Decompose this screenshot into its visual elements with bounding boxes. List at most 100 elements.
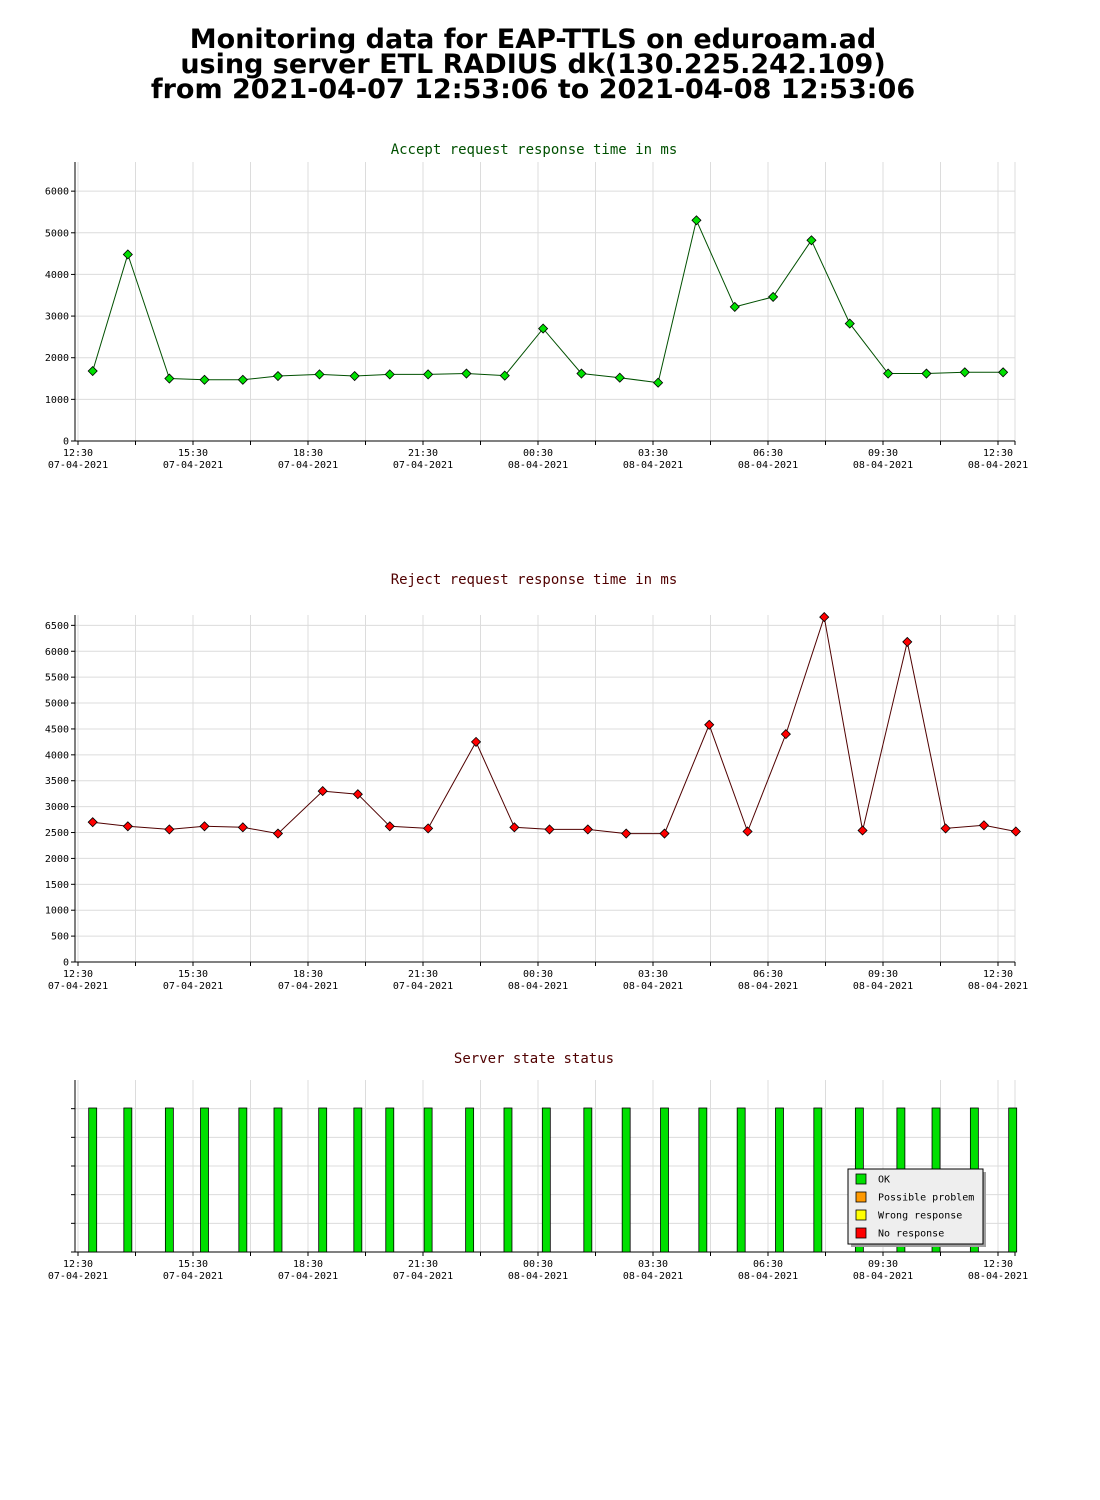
data-point (653, 377, 664, 388)
data-point (164, 824, 175, 835)
data-point (544, 824, 555, 835)
x-tick-date: 08-04-2021 (853, 981, 913, 992)
status-bar (238, 1107, 248, 1253)
status-bar (583, 1107, 593, 1253)
legend-label: Possible problem (878, 1193, 974, 1204)
status-bar (164, 1107, 174, 1253)
data-point (921, 368, 932, 379)
x-tick-date: 08-04-2021 (853, 1271, 913, 1282)
status-bar (353, 1107, 363, 1253)
x-tick-time: 09:30 (868, 969, 898, 980)
x-tick-time: 12:30 (983, 969, 1013, 980)
x-tick-date: 08-04-2021 (623, 460, 683, 471)
status-bar (88, 1107, 98, 1253)
y-tick-label: 2000 (45, 854, 69, 865)
data-point (509, 822, 520, 833)
data-point (199, 374, 210, 385)
legend-box (847, 1168, 984, 1245)
data-point (857, 825, 868, 836)
legend-label: OK (878, 1175, 890, 1186)
data-point (940, 823, 951, 834)
status-bar (465, 1107, 475, 1253)
status-bar (503, 1107, 513, 1253)
data-point (582, 824, 593, 835)
data-point (844, 318, 855, 329)
data-point (998, 367, 1009, 378)
status-bar (736, 1107, 746, 1253)
y-tick-label: 6000 (45, 187, 69, 198)
data-point (978, 820, 990, 831)
data-point (691, 215, 702, 226)
x-tick-time: 03:30 (638, 1259, 668, 1270)
x-tick-date: 07-04-2021 (163, 460, 223, 471)
x-tick-time: 09:30 (868, 1259, 898, 1270)
data-point (272, 370, 284, 382)
data-point (164, 373, 175, 384)
data-point (314, 369, 325, 380)
y-tick-label: 2500 (45, 828, 69, 839)
data-point (349, 370, 360, 382)
data-point (237, 822, 248, 833)
data-point (87, 365, 98, 377)
data-point (538, 323, 549, 334)
data-point (237, 374, 248, 385)
data-point (780, 729, 791, 740)
x-tick-time: 12:30 (63, 969, 93, 980)
data-point (742, 826, 753, 837)
status-bar (775, 1107, 784, 1253)
x-tick-time: 21:30 (408, 1259, 438, 1270)
x-tick-date: 08-04-2021 (508, 460, 568, 471)
chart-title: Reject request response time in ms (391, 572, 678, 588)
x-tick-time: 12:30 (63, 448, 93, 459)
x-tick-date: 07-04-2021 (278, 460, 338, 471)
x-tick-date: 08-04-2021 (738, 981, 798, 992)
status-bar (273, 1107, 283, 1253)
chart-title: Accept request response time in ms (391, 142, 678, 158)
data-point (122, 821, 133, 832)
x-tick-date: 07-04-2021 (278, 1271, 338, 1282)
x-tick-date: 08-04-2021 (623, 1271, 683, 1282)
x-tick-date: 07-04-2021 (48, 981, 108, 992)
data-point (883, 368, 894, 379)
x-tick-date: 07-04-2021 (393, 460, 453, 471)
x-tick-time: 15:30 (178, 969, 208, 980)
y-tick-label: 3500 (45, 776, 69, 787)
status-bar (318, 1107, 328, 1253)
data-point (499, 370, 510, 381)
y-tick-label: 3000 (45, 312, 69, 323)
status-bar (660, 1107, 669, 1253)
y-tick-label: 6500 (45, 621, 69, 632)
x-tick-date: 07-04-2021 (48, 1271, 108, 1282)
status-bar (813, 1107, 823, 1253)
x-tick-time: 00:30 (523, 969, 553, 980)
x-tick-date: 08-04-2021 (508, 981, 568, 992)
data-point (1010, 826, 1021, 837)
legend-swatch (855, 1209, 867, 1221)
data-point (614, 372, 625, 383)
data-point (704, 719, 715, 730)
series-line (92, 616, 1016, 835)
x-tick-date: 07-04-2021 (278, 981, 338, 992)
x-tick-date: 08-04-2021 (968, 1271, 1028, 1282)
x-tick-time: 03:30 (638, 969, 668, 980)
y-tick-label: 4000 (45, 270, 69, 281)
data-point (423, 823, 434, 834)
x-tick-date: 07-04-2021 (393, 981, 453, 992)
data-point (902, 636, 913, 647)
x-tick-time: 00:30 (523, 1259, 553, 1270)
series-line (92, 218, 1004, 384)
x-tick-time: 06:30 (753, 969, 783, 980)
x-tick-time: 15:30 (178, 1259, 208, 1270)
x-tick-time: 06:30 (753, 1259, 783, 1270)
x-tick-date: 08-04-2021 (738, 460, 798, 471)
header-line-3: from 2021-04-07 12:53:06 to 2021-04-08 1… (150, 74, 916, 105)
y-tick-label: 3000 (45, 802, 69, 813)
x-tick-time: 06:30 (753, 448, 783, 459)
data-point (352, 789, 363, 800)
x-tick-time: 12:30 (983, 448, 1013, 459)
data-point (317, 786, 328, 797)
data-point (959, 367, 970, 378)
legend-swatch (855, 1191, 867, 1203)
y-tick-label: 1000 (45, 395, 69, 406)
